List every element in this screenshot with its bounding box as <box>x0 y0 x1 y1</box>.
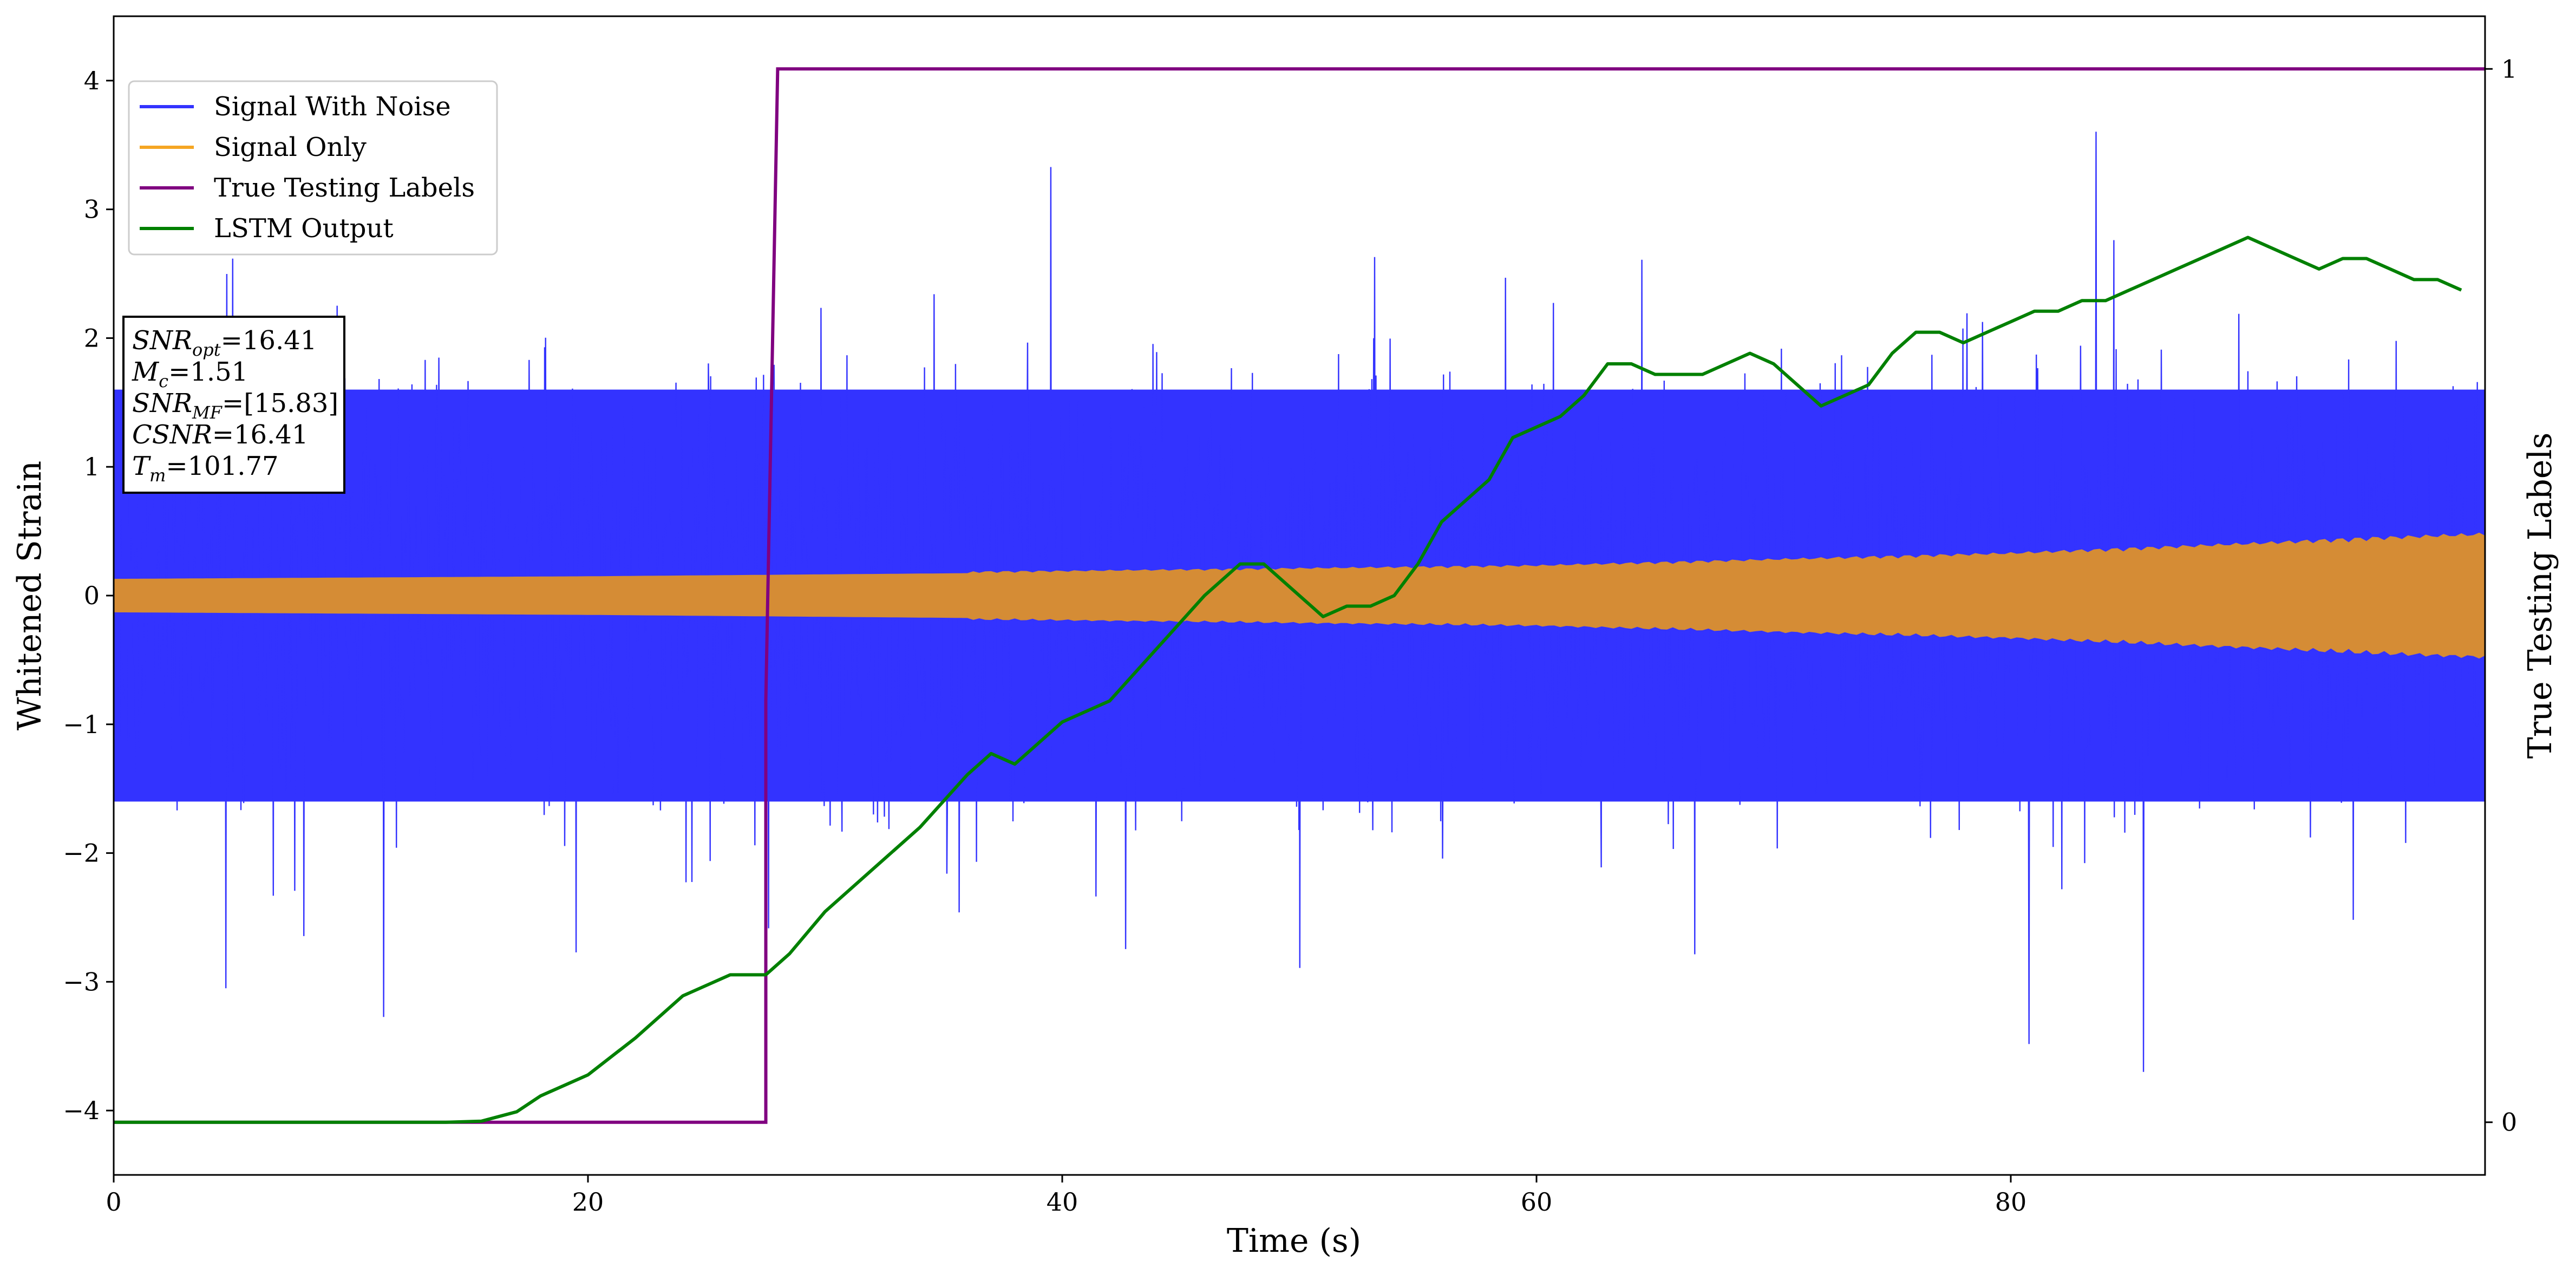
lstm-output-line <box>114 236 2462 1124</box>
y-tick-label: −2 <box>63 839 100 868</box>
y-tick-label: −4 <box>63 1096 100 1125</box>
x-axis: 0 20 40 60 80 <box>106 1175 2026 1217</box>
y-axis-left: −4 −3 −2 −1 0 1 2 3 4 <box>63 66 114 1125</box>
legend-label: True Testing Labels <box>214 173 475 203</box>
plot-area <box>114 67 2485 1124</box>
y-axis-title: Whitened Strain <box>11 461 49 730</box>
y2-tick-label: 1 <box>2501 54 2517 83</box>
annotation-line: SNRMF=[15.83] <box>132 388 338 423</box>
annotation-value: =101.77 <box>166 451 278 481</box>
true-testing-labels-series <box>114 67 2485 1124</box>
x-tick-label: 80 <box>1995 1187 2027 1217</box>
annotation-box <box>122 316 345 494</box>
annotation-value: =[15.83] <box>222 388 338 419</box>
annotation-line: Tm=101.77 <box>132 451 279 486</box>
y2-axis-title: True Testing Labels <box>2521 433 2559 759</box>
y-tick-label: 3 <box>84 195 100 224</box>
annotation-subscript: c <box>159 371 168 391</box>
annotation-line: SNRopt=16.41 <box>132 325 317 360</box>
legend-item: True Testing Labels <box>140 173 475 203</box>
annotation-value: =16.41 <box>212 420 309 450</box>
lstm-output-series <box>114 236 2462 1124</box>
legend-label: Signal Only <box>214 132 367 162</box>
annotation-symbol: CSNR <box>132 420 212 450</box>
y-tick-label: 2 <box>84 323 100 352</box>
annotation-subscript: MF <box>192 402 223 423</box>
y2-tick-label: 0 <box>2501 1108 2517 1137</box>
snr-annotation: SNRopt=16.41Mc=1.51SNRMF=[15.83]CSNR=16.… <box>122 316 345 494</box>
legend-label: Signal With Noise <box>214 92 451 122</box>
annotation-symbol: SNR <box>132 325 192 356</box>
legend-item: LSTM Output <box>140 213 394 244</box>
y-tick-label: 1 <box>84 452 100 481</box>
true-testing-labels-line <box>114 67 2485 1124</box>
x-tick-label: 60 <box>1521 1187 1553 1217</box>
legend-item: Signal Only <box>140 132 367 162</box>
y-axis-right: 01 <box>2485 54 2517 1137</box>
x-axis-title: Time (s) <box>1227 1222 1361 1260</box>
x-tick-label: 20 <box>572 1187 604 1217</box>
annotation-subscript: m <box>149 465 166 486</box>
y-tick-label: −1 <box>63 710 100 739</box>
annotation-symbol: M <box>132 357 160 387</box>
legend-box <box>128 80 498 256</box>
noise-trace <box>114 132 2485 1072</box>
x-tick-label: 40 <box>1047 1187 1078 1217</box>
annotation-line: CSNR=16.41 <box>132 420 308 450</box>
annotation-symbol: T <box>132 451 151 481</box>
legend-item: Signal With Noise <box>140 92 451 122</box>
y-tick-label: 0 <box>84 581 100 610</box>
legend: Signal With Noise Signal Only True Testing… <box>128 80 498 256</box>
annotation-line: Mc=1.51 <box>132 357 248 391</box>
annotation-subscript: opt <box>192 339 221 360</box>
legend-label: LSTM Output <box>214 213 394 244</box>
annotation-symbol: SNR <box>132 388 192 419</box>
y-tick-label: −3 <box>63 967 100 996</box>
annotation-value: =1.51 <box>168 357 248 387</box>
x-tick-label: 0 <box>106 1187 121 1217</box>
y-tick-label: 4 <box>84 66 100 95</box>
annotation-value: =16.41 <box>221 325 317 356</box>
